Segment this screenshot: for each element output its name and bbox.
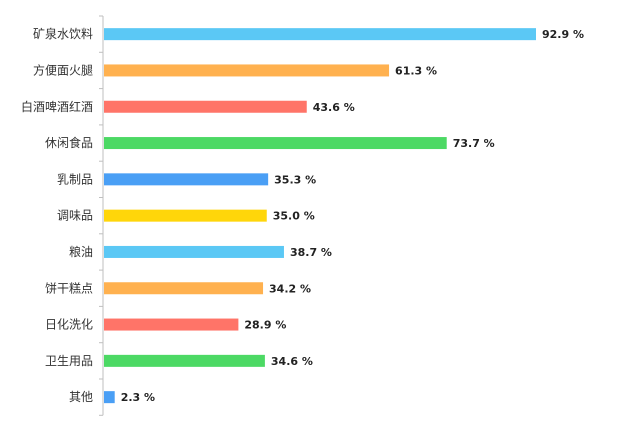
category-label: 方便面火腿 (33, 62, 93, 77)
bar (104, 282, 264, 295)
bar (104, 100, 307, 113)
bar (104, 173, 269, 186)
value-label: 28.9 % (244, 319, 286, 332)
value-label: 2.3 % (121, 391, 155, 404)
bars (104, 28, 536, 404)
bar (104, 318, 239, 331)
category-label: 矿泉水饮料 (33, 27, 93, 41)
bar (104, 391, 115, 404)
bar (104, 245, 284, 258)
bar (104, 354, 265, 367)
category-label: 饼干糕点 (45, 281, 93, 295)
bar (104, 28, 536, 41)
category-label: 休闲食品 (45, 135, 93, 150)
category-axis (99, 15, 104, 416)
value-label: 61.3 % (395, 64, 437, 77)
category-label: 白酒啤酒红酒 (21, 99, 93, 114)
value-label: 35.3 % (274, 173, 316, 186)
value-label: 73.7 % (453, 137, 495, 150)
category-label: 其他 (69, 390, 93, 404)
labels: 矿泉水饮料 92.9 % 方便面火腿 61.3 % 白酒啤酒红酒 43.6 % 休闲食品 73… (21, 27, 584, 404)
bar (104, 137, 447, 150)
value-label: 35.0 % (273, 210, 315, 223)
category-label: 粮油 (69, 244, 93, 259)
value-label: 43.6 % (313, 101, 355, 114)
value-label: 38.7 % (290, 246, 332, 259)
category-label: 调味品 (57, 209, 93, 223)
value-label: 34.2 % (269, 282, 311, 295)
category-label: 日化洗化 (45, 318, 93, 332)
category-label: 乳制品 (57, 172, 93, 186)
bar (104, 209, 267, 222)
bar (104, 64, 390, 77)
category-label: 卫生用品 (45, 354, 93, 368)
value-label: 92.9 % (542, 28, 584, 41)
value-label: 34.6 % (271, 355, 313, 368)
